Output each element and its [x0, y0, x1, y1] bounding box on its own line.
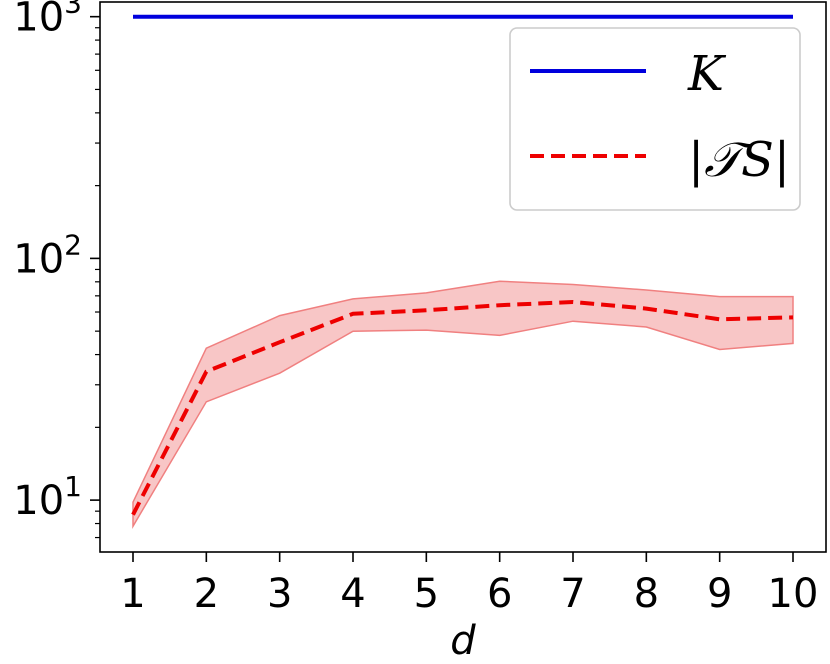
axes-layer — [99, 1, 827, 553]
y-axis-ticks: 101 102 103 — [13, 0, 100, 539]
x-tick-label: 3 — [267, 571, 292, 617]
legend: K |𝒯S| — [509, 27, 801, 211]
x-tick-label: 10 — [768, 571, 819, 617]
x-tick-label: 4 — [340, 571, 365, 617]
series-line-1 — [131, 300, 794, 516]
y-tick-label: 101 — [13, 470, 82, 524]
y-tick-label: 103 — [13, 0, 82, 41]
x-tick-label: 2 — [194, 571, 219, 617]
x-tick-label: 9 — [707, 571, 732, 617]
x-tick-label: 7 — [560, 571, 585, 617]
x-tick-label: 8 — [634, 571, 659, 617]
legend-box — [509, 27, 801, 211]
legend-label-k: K — [687, 46, 727, 102]
x-tick-label: 5 — [414, 571, 439, 617]
confidence-band-1 — [132, 280, 794, 529]
legend-label-ts: |𝒯S| — [688, 132, 790, 188]
x-tick-label: 6 — [487, 571, 512, 617]
x-tick-label: 1 — [120, 571, 145, 617]
confidence-band-layer — [132, 280, 794, 529]
y-tick-label: 102 — [13, 228, 82, 282]
x-axis-title: d — [450, 618, 476, 664]
plot-frame — [99, 1, 827, 553]
x-axis-ticks: 1 2 3 4 5 6 7 8 9 10 — [120, 552, 818, 617]
series-layer — [131, 14, 794, 516]
